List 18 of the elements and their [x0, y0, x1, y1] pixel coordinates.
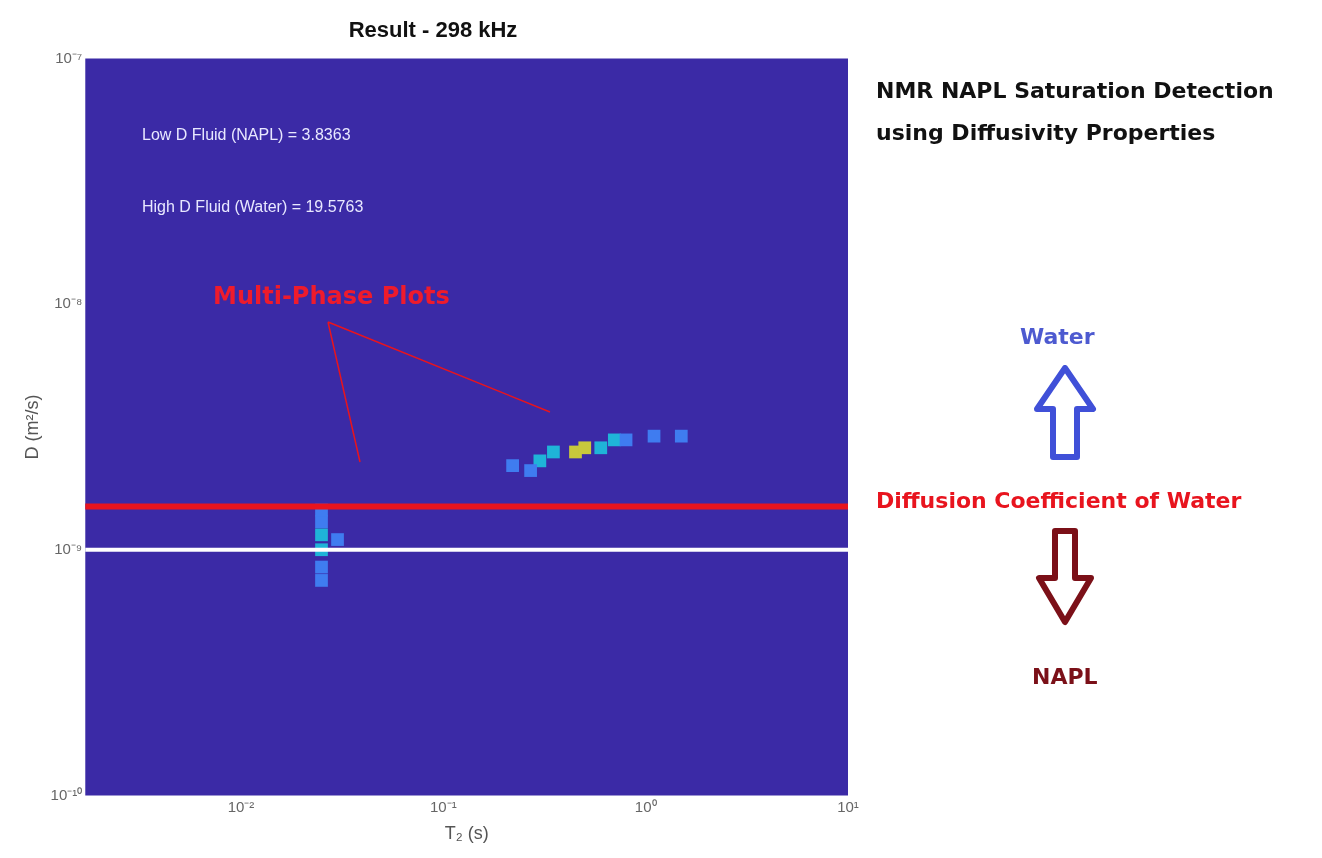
y-tick-label: 10⁻¹⁰ [50, 785, 83, 803]
y-tick-label: 10⁻⁸ [54, 294, 83, 312]
y-tick-label: 10⁻⁹ [54, 539, 83, 557]
annotation: Multi-Phase Plots [213, 282, 450, 311]
x-tick-label: 10⁰ [634, 797, 657, 815]
chart-title: Result - 298 kHz [348, 17, 518, 43]
ref-line-label: Diffusion Coefficient of Water [876, 488, 1242, 514]
x-tick-label: 10⁻¹ [429, 797, 457, 815]
x-tick-label: 10¹ [837, 797, 859, 815]
x-axis-title: T₂ (s) [444, 823, 489, 844]
annotation: Low D Fluid (NAPL) = 3.8363 [142, 126, 351, 144]
annotation: High D Fluid (Water) = 19.5763 [142, 198, 364, 216]
y-tick-label: 10⁻⁷ [55, 48, 83, 66]
text: NAPL [1032, 663, 1098, 689]
text: NMR NAPL Saturation Detection using Diffusivity Properties [876, 77, 1274, 145]
x-tick-label: 10⁻² [227, 797, 255, 815]
text: Water [1020, 323, 1095, 349]
y-axis-title: D (m²/s) [21, 394, 42, 460]
